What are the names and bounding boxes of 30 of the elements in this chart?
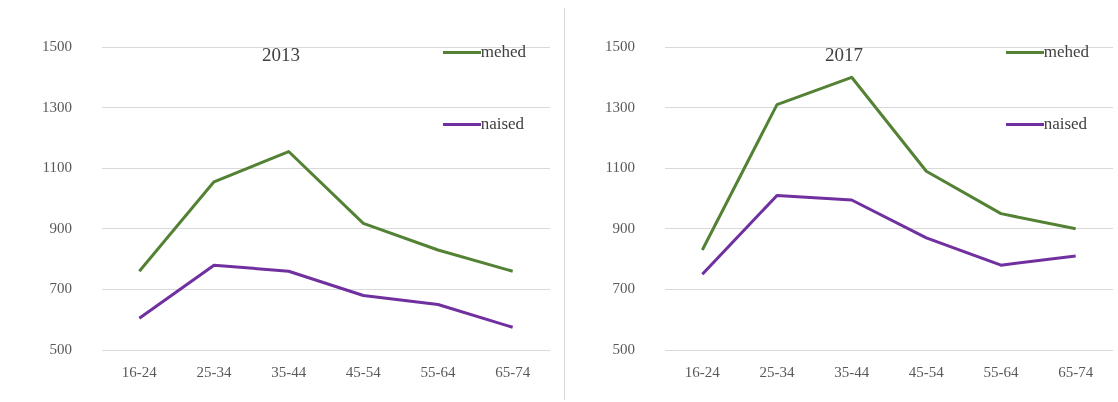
y-tick-label: 900: [612, 219, 635, 236]
y-tick-label: 1300: [605, 98, 635, 115]
x-tick-label: 55-64: [420, 363, 456, 380]
x-tick-label: 65-74: [495, 363, 531, 380]
y-tick-label: 1500: [42, 37, 72, 54]
x-tick-label: 35-44: [271, 363, 307, 380]
y-tick-label: 900: [49, 219, 72, 236]
y-tick-label: 700: [612, 280, 635, 297]
y-tick-label: 1500: [605, 37, 635, 54]
chart-title: 2017: [825, 43, 863, 65]
x-tick-label: 16-24: [121, 363, 158, 380]
legend-label: mehed: [480, 42, 526, 62]
y-tick-label: 500: [49, 340, 72, 357]
y-tick-label: 700: [49, 280, 72, 297]
x-tick-label: 45-54: [908, 363, 945, 380]
y-tick-label: 500: [612, 340, 635, 357]
x-tick-label: 25-34: [759, 363, 795, 380]
x-tick-label: 65-74: [1058, 363, 1094, 380]
x-tick-label: 35-44: [834, 363, 870, 380]
legend-label: naised: [480, 114, 525, 134]
y-tick-label: 1300: [42, 98, 72, 115]
chart-title: 2013: [262, 43, 300, 65]
x-tick-label: 55-64: [983, 363, 1019, 380]
x-tick-label: 25-34: [196, 363, 232, 380]
y-tick-label: 1100: [42, 159, 72, 176]
legend-label: mehed: [1043, 42, 1089, 62]
x-tick-label: 45-54: [345, 363, 382, 380]
x-tick-label: 16-24: [684, 363, 721, 380]
legend-label: naised: [1043, 114, 1088, 134]
y-tick-label: 1100: [605, 159, 635, 176]
